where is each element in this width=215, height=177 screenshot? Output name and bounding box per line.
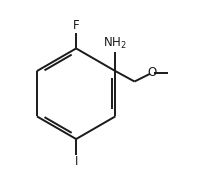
Text: O: O: [147, 66, 157, 79]
Text: NH$_2$: NH$_2$: [103, 36, 127, 51]
Text: F: F: [73, 19, 80, 32]
Text: I: I: [74, 155, 78, 168]
